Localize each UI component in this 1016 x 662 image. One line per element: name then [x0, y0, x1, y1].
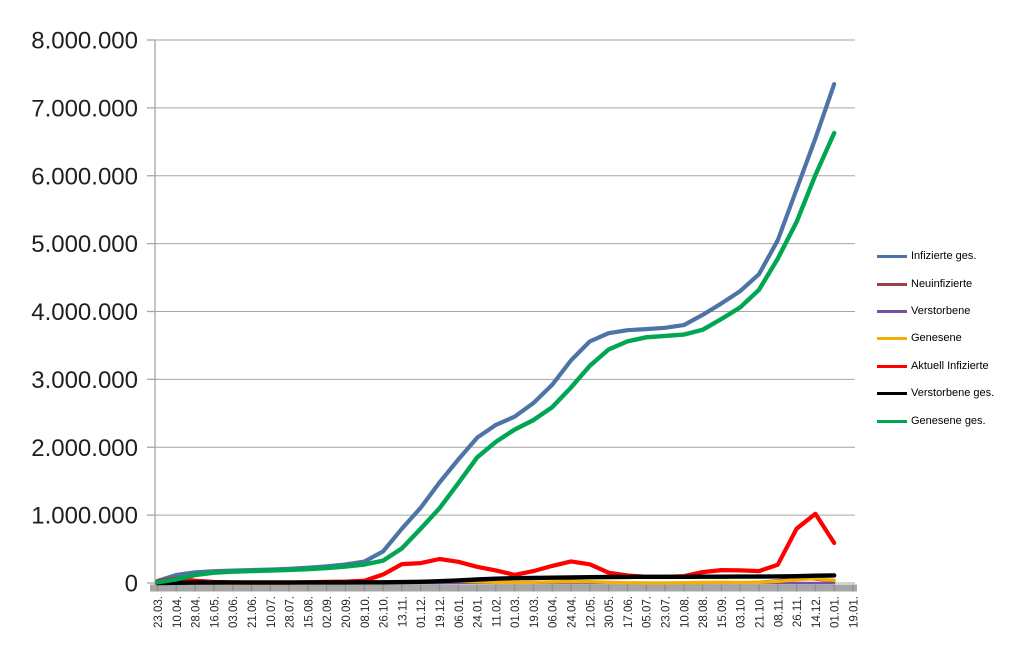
y-tick-label: 7.000.000: [31, 95, 138, 122]
legend-item-aktuell-infizierte: Aktuell Infizierte: [877, 353, 1013, 380]
x-tick-label: 19.03.: [529, 596, 541, 628]
y-tick-label: 4.000.000: [31, 299, 138, 326]
x-tick-label: 01.12.: [416, 596, 428, 628]
legend-label: Verstorbene ges.: [911, 387, 995, 400]
y-axis-labels: 0 1.000.000 2.000.000 3.000.000 4.000.000 5.0…: [31, 28, 138, 598]
x-tick-label: 03.10.: [736, 596, 748, 628]
x-tick-label: 15.08.: [303, 596, 315, 628]
legend-item-verstorbene-ges: Verstorbene ges.: [877, 380, 1013, 407]
legend-line-swatch: [877, 282, 907, 286]
x-tick-label: 01.01.: [830, 596, 842, 628]
x-tick-label: 28.08.: [698, 596, 710, 628]
legend-line-swatch: [877, 419, 907, 423]
x-tick-label: 19.01.: [849, 596, 861, 628]
y-tick-label: 8.000.000: [31, 28, 138, 55]
x-tick-label: 10.07.: [266, 596, 278, 628]
x-tick-label: 24.04.: [567, 596, 579, 628]
x-tick-label: 21.06.: [247, 596, 259, 628]
y-axis: [147, 39, 156, 591]
legend-item-verstorbene: Verstorbene: [877, 298, 1013, 325]
x-tick-label: 03.06.: [228, 596, 240, 628]
x-tick-label: 26.10.: [379, 596, 391, 628]
y-tick-label: 0: [125, 571, 138, 598]
legend-label: Infizierte ges.: [911, 250, 977, 263]
legend-line-swatch: [877, 392, 907, 396]
legend-line-swatch: [877, 255, 907, 259]
x-tick-label: 13.11.: [397, 596, 409, 627]
x-tick-label: 26.11.: [792, 596, 804, 627]
x-tick-label: 11.02.: [491, 596, 503, 627]
x-axis-band: [150, 584, 857, 592]
x-tick-label: 12.05.: [585, 596, 597, 628]
x-tick-label: 24.01.: [473, 596, 485, 628]
series-line-verstorbene-ges: [155, 573, 837, 586]
x-tick-label: 17.06.: [623, 596, 635, 628]
x-tick-label: 06.04.: [548, 596, 560, 628]
legend-label: Genesene: [911, 332, 962, 345]
x-tick-label: 08.11.: [773, 596, 785, 627]
x-axis-labels: 23.03. 10.04. 28.04. 16.05. 03.06. 21.06. 10.0…: [153, 596, 861, 628]
x-tick-label: 15.09.: [717, 596, 729, 628]
x-tick-label: 23.07.: [661, 596, 673, 628]
legend-line-swatch: [877, 337, 907, 341]
chart-legend: Infizierte ges. Neuinfizierte Verstorbene G…: [877, 243, 1013, 435]
x-tick-label: 19.12.: [435, 596, 447, 628]
y-tick-label: 5.000.000: [31, 231, 138, 258]
y-tick-label: 1.000.000: [31, 503, 138, 530]
legend-line-swatch: [877, 309, 907, 313]
legend-item-genesene: Genesene: [877, 325, 1013, 352]
y-tick-label: 2.000.000: [31, 435, 138, 462]
x-tick-label: 28.07.: [285, 596, 297, 628]
series-line-infizierte-ges: [155, 82, 837, 584]
x-tick-label: 01.03.: [510, 596, 522, 628]
x-tick-label: 06.01.: [454, 596, 466, 628]
x-tick-label: 30.05.: [604, 596, 616, 628]
legend-item-genesene-ges: Genesene ges.: [877, 407, 1013, 434]
legend-label: Aktuell Infizierte: [911, 359, 989, 372]
x-tick-label: 05.07.: [642, 596, 654, 628]
legend-label: Neuinfizierte: [911, 277, 973, 290]
series-lines: [155, 82, 837, 586]
legend-label: Genesene ges.: [911, 414, 986, 427]
x-tick-label: 14.12.: [811, 596, 823, 628]
x-tick-label: 16.05.: [209, 596, 221, 628]
y-gridlines: [155, 39, 855, 584]
x-tick-label: 21.10.: [755, 596, 767, 628]
x-tick-label: 08.10.: [360, 596, 372, 628]
series-line-genesene-ges: [155, 130, 837, 585]
y-tick-label: 3.000.000: [31, 367, 138, 394]
x-tick-label: 28.04.: [191, 596, 203, 628]
x-tick-label: 20.09.: [341, 596, 353, 628]
x-tick-label: 10.08.: [679, 596, 691, 628]
y-tick-label: 6.000.000: [31, 163, 138, 190]
x-tick-label: 10.04.: [172, 596, 184, 628]
legend-item-infizierte-ges: Infizierte ges.: [877, 243, 1013, 270]
legend-line-swatch: [877, 364, 907, 368]
x-tick-label: 02.09.: [322, 596, 334, 628]
x-tick-label: 23.03.: [153, 596, 165, 628]
legend-item-neuinfizierte: Neuinfizierte: [877, 270, 1013, 297]
legend-label: Verstorbene: [911, 304, 971, 317]
